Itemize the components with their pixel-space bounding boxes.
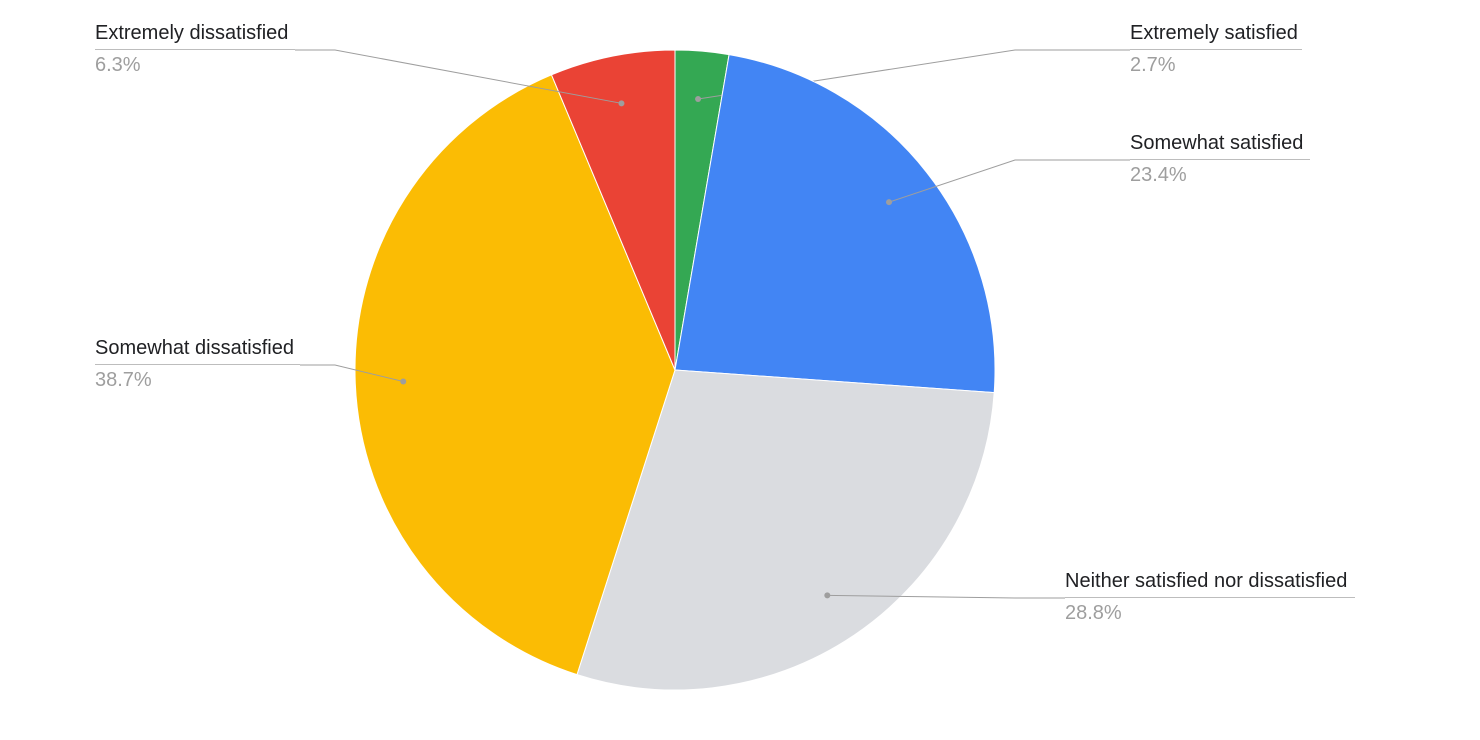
slice-label-underline [1130, 159, 1310, 160]
slice-label: Somewhat satisfied 23.4% [1130, 130, 1310, 189]
slice-label-percent: 6.3% [95, 52, 295, 79]
slice-label: Extremely dissatisfied 6.3% [95, 20, 295, 79]
slice-label-percent: 2.7% [1130, 52, 1302, 79]
slice-label-percent: 28.8% [1065, 600, 1355, 627]
slice-label-name: Extremely dissatisfied [95, 20, 295, 47]
slice-label-name: Somewhat satisfied [1130, 130, 1310, 157]
slice-label: Neither satisfied nor dissatisfied 28.8% [1065, 568, 1355, 627]
slice-label-underline [95, 49, 295, 50]
slice-label-underline [1065, 597, 1355, 598]
pie-slice [675, 55, 995, 393]
slice-label-underline [1130, 49, 1302, 50]
slice-label-percent: 38.7% [95, 367, 300, 394]
slice-label-underline [95, 364, 300, 365]
slice-label-name: Somewhat dissatisfied [95, 335, 300, 362]
slice-label: Somewhat dissatisfied 38.7% [95, 335, 300, 394]
pie-chart-container: Extremely satisfied 2.7% Somewhat satisfie… [0, 0, 1480, 740]
slice-label: Extremely satisfied 2.7% [1130, 20, 1302, 79]
slice-label-percent: 23.4% [1130, 162, 1310, 189]
slice-label-name: Neither satisfied nor dissatisfied [1065, 568, 1355, 595]
slice-label-name: Extremely satisfied [1130, 20, 1302, 47]
